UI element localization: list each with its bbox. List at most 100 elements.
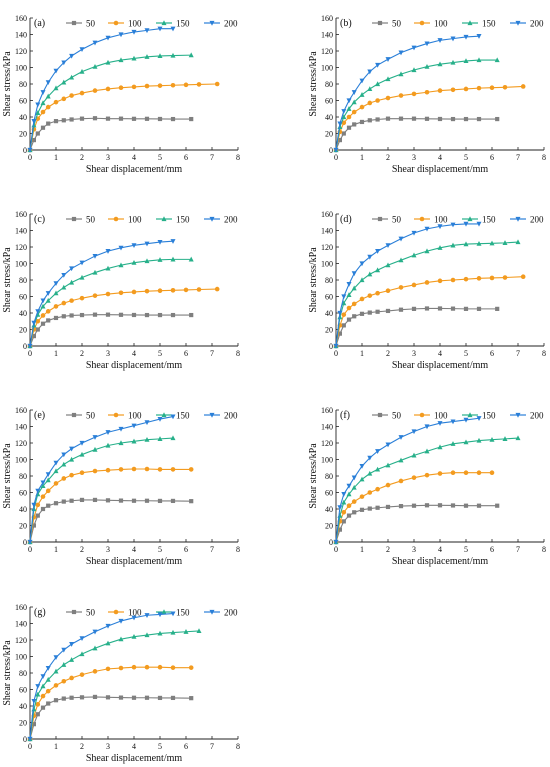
series-200 [333,416,482,545]
legend-label: 50 [86,411,96,421]
data-point [183,287,189,293]
data-point [118,665,124,671]
data-point [40,100,46,106]
series-line [335,223,479,347]
data-point [437,278,443,284]
y-tick-label: 0 [23,342,27,351]
y-tick-label: 120 [321,47,333,56]
series-line [335,276,524,347]
data-point [40,90,46,95]
y-tick-label: 100 [321,260,333,269]
legend-marker [209,609,215,615]
data-point [69,456,75,462]
data-point [45,93,51,99]
data-point [450,87,456,93]
data-point [352,122,357,127]
data-point [79,451,85,457]
data-point [92,293,98,298]
y-axis-label: Shear stress/kPa [2,51,13,117]
series-line [29,437,174,543]
x-tick-label: 6 [490,153,494,162]
data-point [40,506,46,512]
data-point [489,437,495,442]
data-point [46,503,51,508]
data-point [463,503,469,508]
panel-label: (a) [34,18,45,29]
data-point [131,695,137,700]
data-point [35,702,41,707]
x-tick-label: 8 [542,349,546,358]
data-point [359,92,365,97]
data-point [144,241,150,247]
data-point [118,312,124,317]
legend-marker [515,216,521,222]
data-point [359,507,365,512]
data-point [424,248,430,254]
series-line [29,666,192,740]
data-point [375,309,380,314]
y-tick-label: 40 [19,113,27,122]
data-point [144,695,150,700]
data-point [45,488,51,494]
data-point [341,510,347,515]
x-tick-label: 8 [542,545,546,554]
x-tick-label: 2 [386,349,390,358]
series-50 [333,306,500,349]
x-tick-label: 8 [236,153,240,162]
y-tick-label: 80 [19,80,27,89]
y-tick-label: 80 [325,276,333,285]
data-point [144,466,150,472]
data-point [40,480,46,486]
y-tick-label: 60 [325,293,333,302]
data-point [346,305,352,311]
data-point [61,300,67,306]
legend-marker [419,412,425,418]
y-tick-label: 20 [19,326,27,335]
data-point [520,274,526,280]
data-point [79,497,85,503]
series-line [29,258,192,347]
data-point [367,271,373,277]
data-point [437,245,443,250]
y-tick-label: 20 [325,326,333,335]
y-tick-label: 40 [19,702,27,711]
data-point [351,109,357,115]
data-point [61,96,67,102]
data-point [157,288,163,294]
y-tick-label: 0 [329,538,333,547]
y-tick-label: 0 [23,735,27,744]
data-point [341,519,346,524]
x-tick-label: 2 [386,545,390,554]
x-axis-label: Shear displacement/mm [86,164,183,175]
legend-marker [467,216,473,222]
data-point [170,414,176,420]
data-point [144,498,150,503]
data-point [92,694,98,700]
data-point [61,79,67,85]
legend-label: 200 [530,215,544,225]
data-point [515,239,521,245]
data-point [489,240,495,246]
legend-label: 200 [530,19,544,29]
data-point [476,470,482,476]
y-tick-label: 20 [325,130,333,139]
data-point [341,120,347,126]
data-point [157,664,163,670]
legend: 50 100 150 200 [66,215,238,225]
data-point [411,45,417,51]
data-point [144,116,150,121]
data-point [157,257,163,262]
data-point [27,343,33,349]
data-point [424,448,430,454]
data-point [69,675,74,681]
x-axis-label: Shear displacement/mm [392,360,489,371]
data-point [31,334,36,339]
legend-marker [467,20,473,26]
data-point [367,310,372,315]
y-tick-label: 100 [321,64,333,73]
x-tick-label: 7 [210,545,214,554]
data-point [157,612,163,618]
x-tick-label: 4 [132,742,136,751]
data-point [40,313,46,318]
data-point [31,523,36,528]
